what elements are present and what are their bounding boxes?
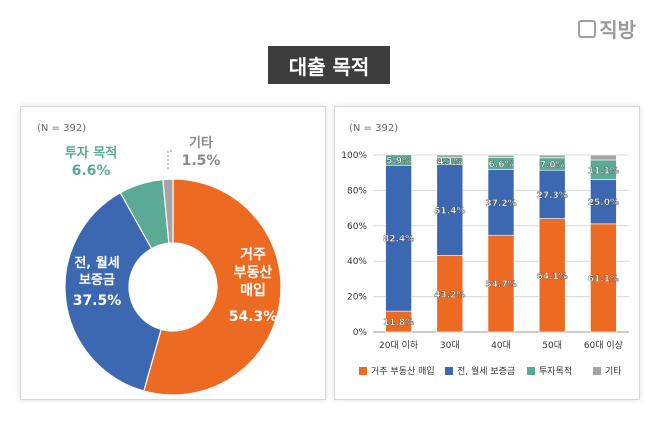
data-label: 61.1% <box>588 274 619 284</box>
data-label: 51.4% <box>434 207 465 217</box>
x-tick-label: 40대 <box>491 340 511 351</box>
y-tick-label: 100% <box>341 151 367 161</box>
bar-segment <box>436 154 464 158</box>
donut-slice-1 <box>143 178 282 396</box>
data-label: 82.4% <box>383 235 414 245</box>
bar-segment <box>436 164 464 256</box>
bar-segment <box>538 154 566 159</box>
data-label: 11.1% <box>588 166 619 176</box>
data-label: 4.1% <box>437 157 462 167</box>
data-label: 43.2% <box>434 290 465 300</box>
donut-chart-panel: (N = 392) 거주 부동산 매입 54.3% 전, 월세 보증금 37.5% 투자 목적 6… <box>20 106 326 400</box>
bar-segment <box>487 154 515 158</box>
brand-logo: 직방 <box>578 14 636 43</box>
x-tick-label: 60대 이상 <box>584 340 623 351</box>
legend-swatch <box>359 367 367 375</box>
legend-label: 거주 부동산 매입 <box>371 365 435 377</box>
slice-value-1: 54.3% <box>229 309 278 325</box>
bar-segment <box>385 154 412 166</box>
x-tick-label: 20대 이하 <box>379 340 419 351</box>
y-tick-label: 0% <box>353 328 368 338</box>
legend-swatch <box>527 367 535 375</box>
donut-slice-2 <box>64 191 162 392</box>
bar-segment <box>385 164 412 312</box>
data-label: 54.7% <box>485 280 516 290</box>
y-tick-label: 40% <box>347 257 367 267</box>
legend-swatch <box>445 367 453 375</box>
data-label: 5.9% <box>386 157 411 167</box>
y-tick-label: 20% <box>347 293 367 303</box>
slice-value-3: 6.6% <box>72 163 111 179</box>
page-title: 대출 목적 <box>268 46 390 84</box>
bar-segment <box>590 179 617 225</box>
stacked-bar-chart: (N = 392) 0% 20% 40% 60% 80% 100% 11.8% 82.4% 5.9… <box>341 123 629 377</box>
slice-value-4: 1.5% <box>182 153 221 169</box>
x-tick-label: 50대 <box>542 340 562 351</box>
brand-name: 직방 <box>599 18 636 42</box>
stacked-bar-chart-panel: (N = 392) 0% 20% 40% 60% 80% 100% 11.8% 82.4% 5.9… <box>334 106 640 400</box>
sample-size-note: (N = 392) <box>349 123 398 134</box>
bar-segment <box>538 218 566 333</box>
slice-label-3: 투자 목적 <box>65 145 117 161</box>
bar-segment <box>436 255 464 333</box>
legend-label: 기타 <box>605 366 622 377</box>
bar-segment <box>590 154 617 161</box>
slice-4-leader <box>167 150 172 171</box>
legend-label: 전, 월세 보증금 <box>457 365 515 377</box>
data-label: 27.3% <box>537 191 568 201</box>
bar-segment <box>538 169 566 219</box>
data-label: 6.6% <box>489 160 514 170</box>
sample-size-note: (N = 392) <box>37 123 86 134</box>
slice-label-4: 기타 <box>189 135 213 151</box>
slice-label-2: 전, 월세 보증금 <box>74 255 119 288</box>
data-label: 64.1% <box>537 272 568 282</box>
donut-chart: (N = 392) 거주 부동산 매입 54.3% 전, 월세 보증금 37.5% 투자 목적 6… <box>37 123 282 396</box>
data-label: 7.0% <box>540 161 565 171</box>
slice-value-2: 37.5% <box>73 293 122 309</box>
y-tick-label: 60% <box>347 222 367 232</box>
bar-segment <box>487 169 515 236</box>
bar-segment <box>487 234 515 333</box>
x-tick-label: 30대 <box>440 340 460 351</box>
legend-swatch <box>593 367 601 375</box>
house-icon <box>578 19 597 38</box>
bar-segment <box>590 223 617 333</box>
donut-slice-4 <box>162 178 174 244</box>
y-tick-label: 80% <box>347 186 367 196</box>
legend-label: 투자목적 <box>539 365 572 377</box>
data-label: 11.8% <box>383 318 414 328</box>
data-label: 25.0% <box>588 198 619 208</box>
data-label: 37.2% <box>485 199 516 209</box>
slice-label-1: 거주 부동산 매입 <box>234 247 273 299</box>
